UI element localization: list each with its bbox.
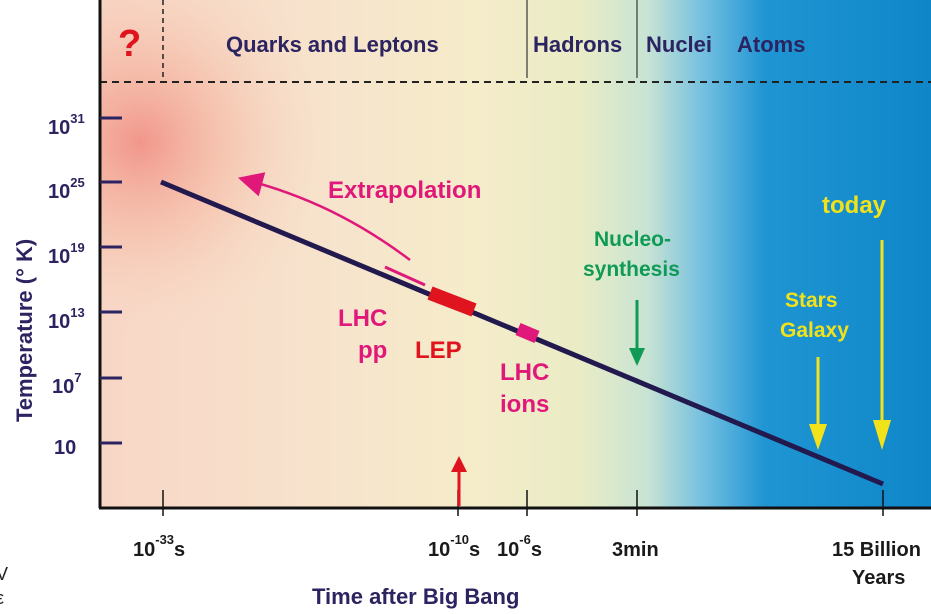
nucleosynthesis-label-line1: Nucleo- [594,228,671,251]
galaxy-label: Galaxy [780,319,849,342]
red-up-arrow-head [451,456,467,472]
x-tick-label: 15 Billion [832,539,921,561]
lhc-ions-label-line1: LHC [500,359,549,386]
nucleosynthesis-arrow-head [629,348,645,366]
era-nuclei: Nuclei [646,32,712,57]
lhc-pp-label-line2: pp [358,337,387,364]
y-tick-label: 107 [52,370,81,398]
y-axis-ticks [100,116,122,445]
era-atoms: Atoms [737,32,805,57]
today-arrow-head [873,420,891,450]
lep-label: LEP [415,337,462,364]
lep-marker [427,286,477,317]
stars-galaxy-arrow-head [809,424,827,450]
x-tick-label: 10-6s [497,532,542,561]
nucleosynthesis-label-line2: synthesis [583,258,680,281]
margin-fragment-1: V [0,564,8,584]
today-label: today [822,192,887,219]
nucleosynthesis-arrow [629,300,645,366]
extrapolation-arrow [237,172,411,262]
unknown-era-mark: ? [118,23,141,65]
y-tick-label: 1025 [48,175,85,203]
stars-galaxy-arrow [809,357,827,450]
today-arrow [873,240,891,450]
red-up-arrow [451,456,467,506]
y-axis-title: Temperature (° K) [12,239,37,422]
x-tick-label: 3min [612,539,659,561]
y-tick-label: 1019 [48,240,85,268]
x-tick-label: 10-10s [428,532,480,561]
y-tick-label: 10 [54,437,76,459]
x-tick-label: 10-33s [133,532,185,561]
era-hadrons: Hadrons [533,32,622,57]
lhc-pp-dash [384,265,426,287]
lhc-ions-label-line2: ions [500,391,549,418]
y-tick-label: 1013 [48,305,85,333]
y-tick-label: 1031 [48,111,85,139]
x-axis-title: Time after Big Bang [312,584,519,609]
stars-label: Stars [785,289,838,312]
extrapolation-label: Extrapolation [328,177,481,204]
lhc-ions-marker [515,323,540,343]
x-tick-years-label: Years [852,567,905,589]
lhc-pp-label-line1: LHC [338,305,387,332]
margin-fragment-2: ε [0,588,4,608]
hot-region-glow [100,0,600,508]
era-quarks-leptons: Quarks and Leptons [226,32,439,57]
